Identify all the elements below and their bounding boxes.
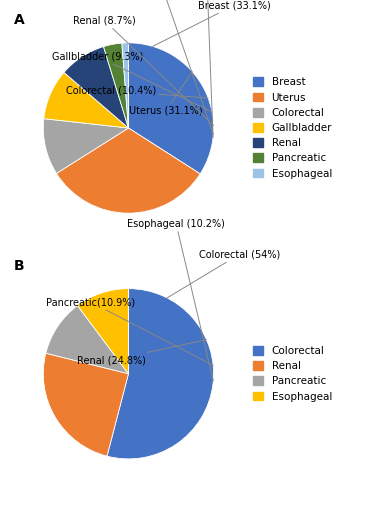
- Text: Esophageal (1.2%): Esophageal (1.2%): [161, 0, 252, 138]
- Text: A: A: [14, 13, 24, 27]
- Wedge shape: [44, 72, 128, 128]
- Wedge shape: [64, 47, 128, 128]
- Wedge shape: [46, 306, 128, 374]
- Wedge shape: [122, 43, 128, 128]
- Wedge shape: [103, 43, 128, 128]
- Text: Gallbladder (9.3%): Gallbladder (9.3%): [52, 52, 212, 112]
- Legend: Breast, Uterus, Colorectal, Gallbladder, Renal, Pancreatic, Esophageal: Breast, Uterus, Colorectal, Gallbladder,…: [251, 75, 334, 181]
- Text: Renal (8.7%): Renal (8.7%): [73, 16, 214, 125]
- Wedge shape: [43, 353, 128, 456]
- Text: Colorectal (10.4%): Colorectal (10.4%): [66, 86, 208, 98]
- Text: Breast (33.1%): Breast (33.1%): [153, 1, 270, 47]
- Wedge shape: [107, 289, 214, 459]
- Wedge shape: [43, 119, 128, 174]
- Wedge shape: [57, 128, 200, 213]
- Text: Renal (24.8%): Renal (24.8%): [77, 339, 207, 365]
- Text: B: B: [14, 259, 24, 273]
- Text: Pancreatic(3.4%): Pancreatic(3.4%): [117, 0, 213, 134]
- Wedge shape: [128, 43, 214, 174]
- Wedge shape: [77, 289, 128, 374]
- Legend: Colorectal, Renal, Pancreatic, Esophageal: Colorectal, Renal, Pancreatic, Esophagea…: [251, 344, 334, 403]
- Text: Pancreatic(10.9%): Pancreatic(10.9%): [46, 297, 213, 365]
- Text: Uterus (31.1%): Uterus (31.1%): [129, 72, 203, 116]
- Text: Esophageal (10.2%): Esophageal (10.2%): [127, 219, 225, 381]
- Text: Colorectal (54%): Colorectal (54%): [167, 249, 280, 298]
